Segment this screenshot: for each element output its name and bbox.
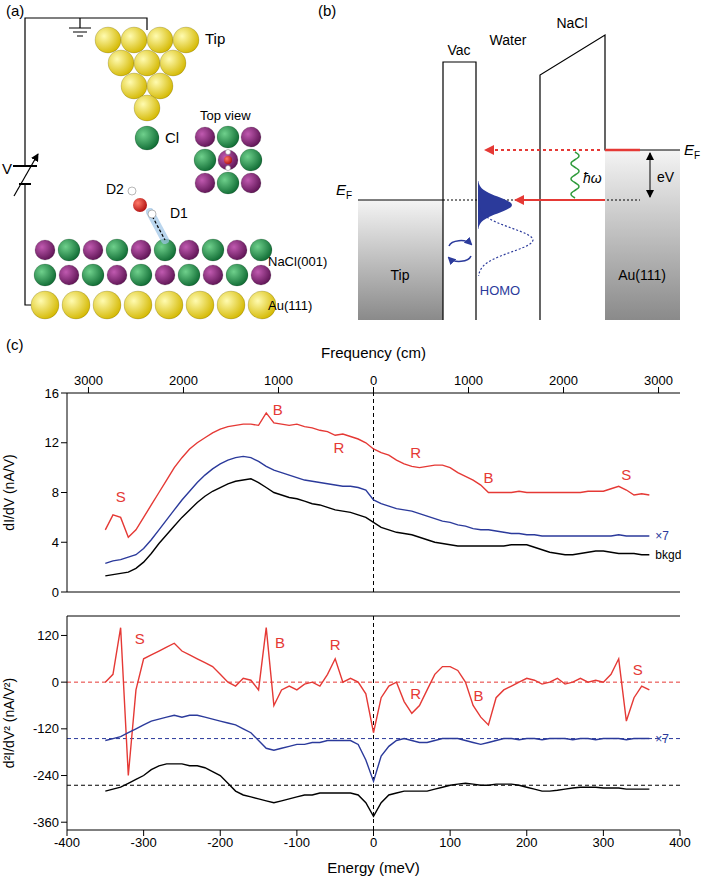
svg-text:Energy (meV): Energy (meV) [327, 859, 420, 876]
svg-text:300: 300 [593, 835, 615, 850]
svg-text:Au(111): Au(111) [618, 267, 666, 283]
svg-text:B: B [273, 401, 283, 418]
svg-text:eV: eV [657, 169, 675, 185]
svg-text:dI/dV (nA/V): dI/dV (nA/V) [1, 454, 17, 530]
svg-text:EF: EF [336, 181, 352, 201]
svg-text:S: S [633, 661, 643, 678]
svg-text:3000: 3000 [644, 373, 673, 388]
svg-text:2000: 2000 [169, 373, 198, 388]
svg-text:ħω: ħω [583, 170, 602, 186]
svg-text:1000: 1000 [454, 373, 483, 388]
svg-text:100: 100 [439, 835, 461, 850]
svg-text:HOMO: HOMO [480, 283, 520, 298]
svg-text:1000: 1000 [264, 373, 293, 388]
svg-text:-100: -100 [284, 835, 310, 850]
svg-text:d²I/dV² (nA/V²): d²I/dV² (nA/V²) [1, 678, 17, 768]
svg-text:B: B [483, 469, 493, 486]
svg-text:Au(111): Au(111) [268, 298, 312, 313]
svg-text:-300: -300 [131, 835, 157, 850]
svg-text:EF: EF [684, 141, 700, 161]
svg-text:(a): (a) [6, 2, 24, 19]
svg-text:×7: ×7 [655, 732, 669, 746]
svg-text:R: R [410, 444, 421, 461]
svg-text:Water: Water [490, 32, 527, 48]
svg-text:0: 0 [370, 835, 377, 850]
svg-text:-120: -120 [33, 721, 59, 736]
svg-text:120: 120 [37, 628, 59, 643]
svg-text:S: S [116, 488, 126, 505]
svg-text:bkgd: bkgd [655, 548, 681, 562]
svg-text:R: R [334, 439, 345, 456]
svg-text:0: 0 [52, 585, 59, 600]
svg-text:Top view: Top view [200, 108, 251, 123]
svg-text:B: B [473, 687, 483, 704]
svg-text:8: 8 [52, 485, 59, 500]
svg-text:B: B [275, 634, 285, 651]
svg-text:NaCl(001): NaCl(001) [268, 254, 327, 269]
svg-text:-360: -360 [33, 815, 59, 830]
svg-text:R: R [330, 636, 341, 653]
svg-text:400: 400 [669, 835, 691, 850]
svg-text:Tip: Tip [391, 267, 410, 283]
svg-text:S: S [135, 630, 145, 647]
svg-text:S: S [621, 466, 631, 483]
svg-text:V: V [2, 160, 12, 177]
svg-text:Vac: Vac [447, 42, 470, 58]
svg-text:Cl: Cl [165, 129, 179, 146]
html-text:(c): (c) [6, 336, 24, 353]
svg-text:0: 0 [370, 373, 377, 388]
svg-text:0: 0 [52, 675, 59, 690]
svg-text:12: 12 [45, 435, 59, 450]
svg-text:×7: ×7 [655, 529, 669, 543]
svg-text:4: 4 [52, 535, 59, 550]
svg-text:2000: 2000 [549, 373, 578, 388]
svg-text:3000: 3000 [74, 373, 103, 388]
svg-text:Tip: Tip [205, 30, 225, 47]
svg-text:NaCl: NaCl [556, 15, 587, 31]
svg-text:-240: -240 [33, 768, 59, 783]
svg-text:200: 200 [516, 835, 538, 850]
svg-text:D2: D2 [106, 181, 124, 197]
svg-text:-400: -400 [54, 835, 80, 850]
svg-text:Frequency (cm): Frequency (cm) [321, 344, 426, 361]
svg-text:D1: D1 [170, 205, 188, 221]
svg-text:16: 16 [45, 386, 59, 401]
svg-text:-200: -200 [207, 835, 233, 850]
svg-text:R: R [410, 685, 421, 702]
svg-text:(b): (b) [318, 2, 336, 19]
